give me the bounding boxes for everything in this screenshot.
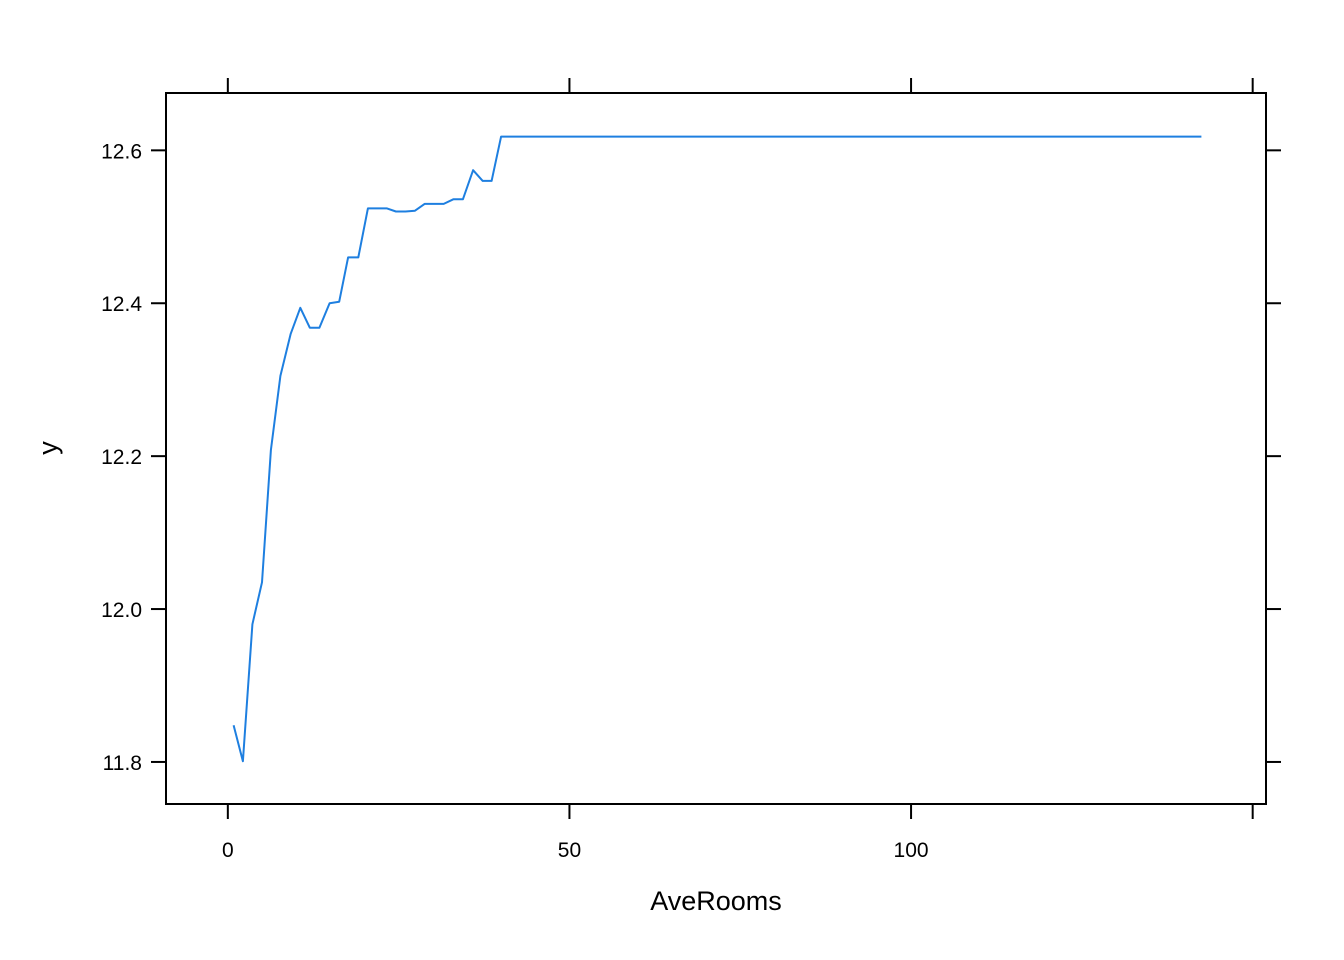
x-axis-title: AveRooms bbox=[650, 886, 782, 916]
x-axis: 0 50 100 bbox=[222, 78, 1254, 862]
y-tick-label: 12.4 bbox=[101, 293, 142, 316]
y-axis-title: y bbox=[33, 441, 63, 455]
y-tick-label: 12.0 bbox=[101, 599, 142, 622]
plot-frame bbox=[165, 92, 1267, 805]
x-tick-label: 50 bbox=[558, 839, 581, 862]
series-line bbox=[232, 135, 1202, 763]
y-axis: 11.8 12.0 12.2 12.4 12.6 bbox=[101, 140, 1281, 775]
y-tick-label: 12.6 bbox=[101, 140, 142, 163]
y-tick-label: 11.8 bbox=[103, 752, 142, 775]
x-tick-label: 100 bbox=[894, 839, 929, 862]
y-tick-label: 12.2 bbox=[101, 446, 142, 469]
x-tick-label: 0 bbox=[222, 839, 234, 862]
